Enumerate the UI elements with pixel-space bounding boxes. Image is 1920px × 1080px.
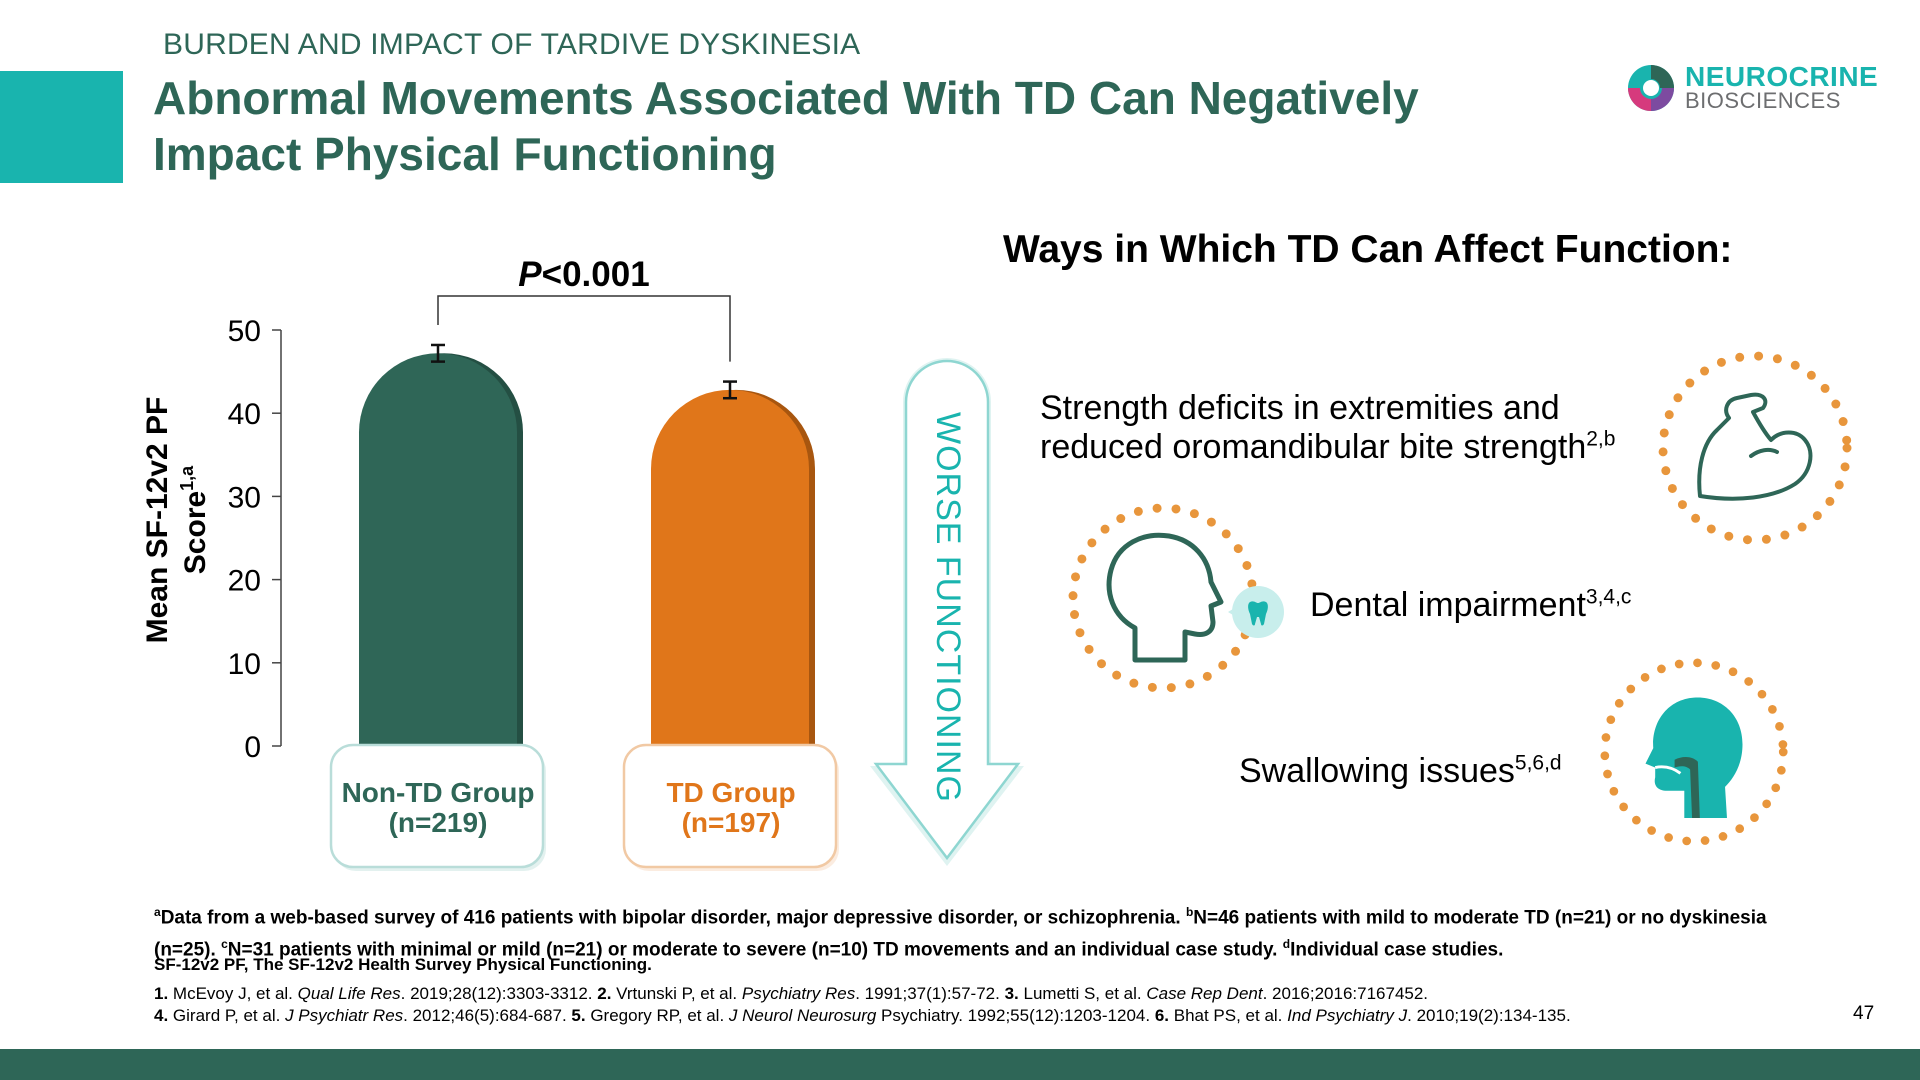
- non-td-group-n: (n=219): [388, 807, 488, 838]
- label-box: [329, 743, 545, 869]
- slide-title-line1: Abnormal Movements Associated With TD Ca…: [153, 72, 1419, 124]
- section-supertitle: BURDEN AND IMPACT OF TARDIVE DYSKINESIA: [163, 28, 861, 61]
- strength-line1: Strength deficits in extremities and: [1040, 389, 1560, 427]
- non-td-group-name: Non-TD Group: [341, 777, 535, 808]
- y-tick-label: 0: [244, 731, 261, 764]
- strength-text: Strength deficits in extremities and red…: [1040, 389, 1615, 467]
- footnote-d-sup: d: [1282, 937, 1291, 952]
- footnote-d: Individual case studies.: [1290, 939, 1504, 961]
- tooth-icon: [1228, 586, 1284, 638]
- td-group-name: TD Group: [666, 777, 796, 808]
- logo-sub: BIOSCIENCES: [1685, 88, 1841, 113]
- neurocrine-logo-mark-icon: [1628, 65, 1674, 111]
- y-tick-label: 20: [228, 565, 261, 598]
- significance-bracket: [437, 295, 731, 362]
- label-box: [622, 743, 838, 869]
- references-line2: 4. Girard P, et al. J Psychiatr Res. 201…: [154, 1006, 1571, 1025]
- dental-sup: 3,4,c: [1585, 585, 1632, 609]
- footer-bar: [0, 1049, 1920, 1080]
- footnote-b-sup: b: [1185, 905, 1194, 919]
- references-line1: 1. McEvoy J, et al. Qual Life Res. 2019;…: [154, 984, 1429, 1003]
- footnote-a: Data from a web-based survey of 416 pati…: [160, 907, 1181, 929]
- throat-profile-icon: [1600, 658, 1788, 846]
- td-group-label: TD Group (n=197): [623, 778, 839, 838]
- significance-label: P<0.001: [518, 255, 649, 294]
- td-group-n: (n=197): [681, 807, 781, 838]
- footnote-a-sup: a: [154, 905, 161, 919]
- logo-name: NEUROCRINE: [1685, 61, 1879, 92]
- bar: [359, 353, 517, 750]
- y-tick-label: 30: [228, 481, 261, 514]
- footnote-b: N=46 patients with mild to moderate TD (…: [154, 907, 1767, 961]
- footnote-c: N=31 patients with minimal or mild (n=21…: [227, 939, 1278, 961]
- y-tick-label: 50: [228, 315, 261, 348]
- references: 1. McEvoy J, et al. Qual Life Res. 2019;…: [154, 983, 1571, 1027]
- swallow-text: Swallowing issues5,6,d: [1239, 751, 1562, 790]
- ways-title: Ways in Which TD Can Affect Function:: [1003, 228, 1733, 271]
- y-tick-label: 40: [228, 398, 261, 431]
- worse-functioning-arrow: [873, 359, 1021, 861]
- strength-line2: reduced oromandibular bite strength2,b: [1040, 427, 1616, 466]
- y-tick-label: 10: [228, 648, 261, 681]
- bar: [651, 389, 809, 750]
- slide-title: Abnormal Movements Associated With TD Ca…: [153, 70, 1419, 182]
- strength-sup: 2,b: [1586, 427, 1616, 451]
- page-number: 47: [1853, 1003, 1875, 1024]
- y-axis-label: Mean SF-12v2 PF Score1,a: [141, 397, 212, 644]
- abbreviation-note: SF-12v2 PF, The SF-12v2 Health Survey Ph…: [154, 955, 652, 974]
- footnote-c-sup: c: [221, 937, 228, 952]
- flexed-arm-icon: [1658, 351, 1852, 545]
- footnotes: aData from a web-based survey of 416 pat…: [154, 899, 1814, 964]
- header-accent-block: [0, 71, 123, 183]
- dental-text: Dental impairment3,4,c: [1310, 585, 1632, 624]
- arrow-label: WORSE FUNCTIONING: [929, 412, 967, 803]
- bar-chart: Mean SF-12v2 PF Score1,a 0 10 20 30 40 50 P<0.0…: [141, 255, 1024, 871]
- slide-title-line2: Impact Physical Functioning: [153, 128, 777, 180]
- swallow-sup: 5,6,d: [1514, 751, 1562, 775]
- non-td-group-label: Non-TD Group (n=219): [330, 778, 546, 838]
